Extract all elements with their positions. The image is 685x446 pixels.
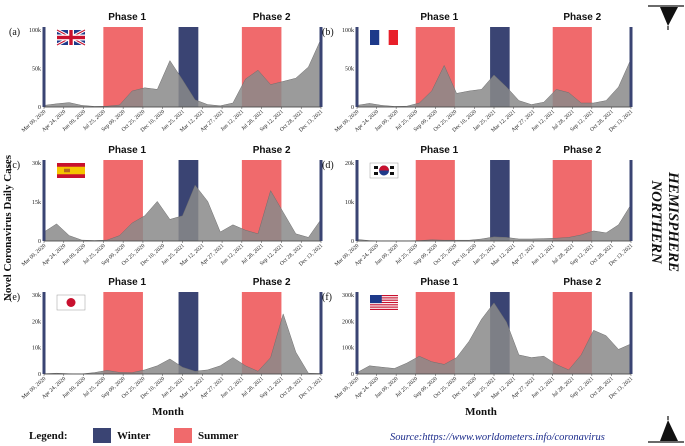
phase-label: Phase 1	[108, 277, 146, 288]
phase-label: Phase 1	[108, 145, 146, 156]
source-url: https://www.worldometers.info/coronaviru…	[422, 432, 605, 443]
winter-band	[490, 160, 510, 241]
case-area	[43, 184, 322, 242]
case-area	[43, 38, 322, 108]
phase-label: Phase 2	[563, 277, 601, 288]
y-tick-label: 15k	[32, 200, 41, 206]
phase-label: Phase 1	[420, 145, 458, 156]
panel-letter: (e)	[9, 292, 20, 303]
y-axis-label: Novel Coronavirus Daily Cases	[2, 154, 14, 301]
summer-band	[552, 160, 592, 241]
summer-band	[103, 292, 143, 374]
source-prefix: Source:	[390, 432, 422, 443]
y-tick-label: 50k	[345, 67, 354, 73]
y-tick-label: 0	[351, 105, 354, 111]
case-area	[356, 302, 632, 375]
north-arrow-bottom-icon	[648, 416, 684, 443]
y-tick-label: 100k	[342, 346, 354, 352]
phase-label: Phase 2	[253, 12, 291, 23]
y-tick-label: 10k	[32, 346, 41, 352]
y-tick-label: 20k	[345, 161, 354, 167]
legend-label-winter: Winter	[117, 430, 151, 442]
y-tick-label: 10k	[345, 200, 354, 206]
x-axis-label-right: Month	[465, 406, 497, 418]
phase-label: Phase 1	[420, 12, 458, 23]
y-tick-label: 200k	[342, 319, 354, 325]
north-arrow-icon	[648, 5, 684, 30]
panel-letter: (f)	[322, 292, 332, 303]
hemisphere-label-line1: NORTHERN	[648, 179, 664, 265]
legend-title: Legend:	[29, 430, 68, 442]
legend-swatch-winter	[93, 428, 111, 443]
case-area	[356, 58, 632, 108]
panel-letter: (b)	[322, 27, 334, 38]
y-tick-label: 100k	[29, 28, 41, 34]
legend-swatch-summer	[174, 428, 192, 443]
y-tick-label: 20k	[32, 319, 41, 325]
y-tick-label: 30k	[32, 293, 41, 299]
panel-letter: (c)	[9, 160, 20, 171]
x-axis-label-left: Month	[152, 406, 184, 418]
y-tick-label: 50k	[32, 67, 41, 73]
y-tick-label: 100k	[342, 28, 354, 34]
panel-letter: (a)	[9, 27, 20, 38]
source-citation: Source:https://www.worldometers.info/cor…	[390, 432, 605, 443]
y-tick-label: 300k	[342, 293, 354, 299]
legend-label-summer: Summer	[198, 430, 238, 442]
y-tick-label: 0	[38, 105, 41, 111]
summer-band	[415, 160, 455, 241]
phase-label: Phase 2	[253, 277, 291, 288]
phase-label: Phase 2	[563, 145, 601, 156]
y-tick-label: 0	[38, 372, 41, 378]
phase-label: Phase 2	[253, 145, 291, 156]
panel-letter: (d)	[322, 160, 334, 171]
y-tick-label: 30k	[32, 161, 41, 167]
legend: Legend: Winter Summer	[29, 428, 238, 443]
flag-france-icon	[370, 30, 380, 45]
phase-label: Phase 1	[420, 277, 458, 288]
y-tick-label: 0	[351, 239, 354, 245]
phase-label: Phase 2	[563, 12, 601, 23]
y-tick-label: 0	[38, 239, 41, 245]
y-tick-label: 0	[351, 372, 354, 378]
winter-band	[178, 292, 199, 374]
phase-label: Phase 1	[108, 12, 146, 23]
hemisphere-label-line2: HEMISPHERE	[665, 171, 681, 272]
